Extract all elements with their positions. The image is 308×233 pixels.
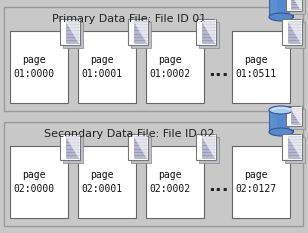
Ellipse shape — [269, 128, 293, 136]
FancyBboxPatch shape — [131, 137, 151, 163]
FancyBboxPatch shape — [289, 109, 305, 129]
FancyBboxPatch shape — [146, 146, 204, 218]
FancyBboxPatch shape — [282, 134, 302, 160]
FancyBboxPatch shape — [66, 136, 79, 158]
FancyBboxPatch shape — [131, 22, 151, 48]
FancyBboxPatch shape — [269, 110, 293, 132]
FancyBboxPatch shape — [291, 0, 301, 9]
Text: Secondary Data File: File ID 02: Secondary Data File: File ID 02 — [44, 129, 215, 139]
FancyBboxPatch shape — [78, 146, 136, 218]
FancyBboxPatch shape — [196, 134, 216, 160]
FancyBboxPatch shape — [134, 21, 147, 43]
Text: page
01:0001: page 01:0001 — [82, 55, 123, 79]
Ellipse shape — [269, 106, 293, 114]
FancyBboxPatch shape — [286, 0, 302, 11]
FancyBboxPatch shape — [63, 137, 83, 163]
FancyBboxPatch shape — [63, 22, 83, 48]
Ellipse shape — [269, 13, 293, 21]
FancyBboxPatch shape — [196, 19, 216, 45]
FancyBboxPatch shape — [199, 22, 219, 48]
FancyBboxPatch shape — [60, 134, 80, 160]
FancyBboxPatch shape — [134, 136, 147, 158]
FancyBboxPatch shape — [288, 136, 301, 158]
FancyBboxPatch shape — [66, 21, 79, 43]
Text: page
01:0002: page 01:0002 — [150, 55, 191, 79]
FancyBboxPatch shape — [78, 31, 136, 103]
Text: page
01:0511: page 01:0511 — [236, 55, 277, 79]
Text: page
02:0002: page 02:0002 — [150, 170, 191, 194]
FancyBboxPatch shape — [285, 137, 305, 163]
FancyBboxPatch shape — [10, 31, 68, 103]
FancyBboxPatch shape — [10, 146, 68, 218]
FancyBboxPatch shape — [60, 19, 80, 45]
Text: page
01:0000: page 01:0000 — [14, 55, 55, 79]
FancyBboxPatch shape — [232, 31, 290, 103]
FancyBboxPatch shape — [286, 106, 302, 126]
FancyBboxPatch shape — [282, 19, 302, 45]
FancyBboxPatch shape — [128, 134, 148, 160]
Text: page
02:0127: page 02:0127 — [236, 170, 277, 194]
FancyBboxPatch shape — [199, 137, 219, 163]
Text: page
02:0000: page 02:0000 — [14, 170, 55, 194]
FancyBboxPatch shape — [146, 31, 204, 103]
Text: ...: ... — [208, 62, 228, 80]
FancyBboxPatch shape — [202, 136, 215, 158]
FancyBboxPatch shape — [288, 21, 301, 43]
FancyBboxPatch shape — [269, 0, 293, 17]
FancyBboxPatch shape — [202, 21, 215, 43]
FancyBboxPatch shape — [289, 0, 305, 14]
Text: page
02:0001: page 02:0001 — [82, 170, 123, 194]
FancyBboxPatch shape — [291, 108, 301, 124]
FancyBboxPatch shape — [232, 146, 290, 218]
Text: Primary Data File: File ID 01: Primary Data File: File ID 01 — [52, 14, 207, 24]
FancyBboxPatch shape — [4, 7, 303, 111]
FancyBboxPatch shape — [4, 122, 303, 226]
FancyBboxPatch shape — [285, 22, 305, 48]
Text: ...: ... — [208, 177, 228, 195]
FancyBboxPatch shape — [128, 19, 148, 45]
